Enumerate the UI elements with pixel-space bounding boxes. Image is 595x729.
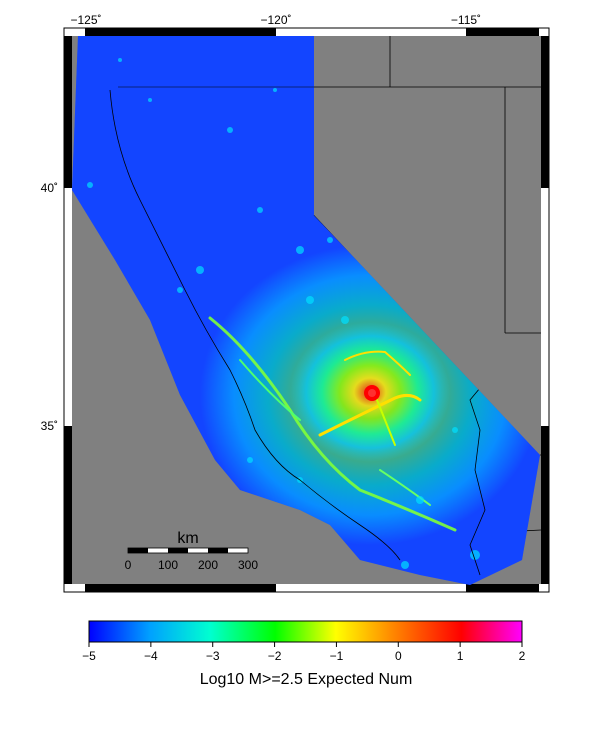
colorbar-tick-label: 0 bbox=[395, 649, 402, 663]
colorbar-tick-label: 2 bbox=[519, 649, 526, 663]
scale-bar-unit: km bbox=[177, 530, 198, 547]
scale-tick-label: 100 bbox=[158, 558, 178, 572]
fault-traces bbox=[208, 316, 457, 532]
lat-tick-label: 40˚ bbox=[41, 181, 58, 195]
lon-tick-label: −125˚ bbox=[70, 13, 101, 27]
lon-tick-label: −120˚ bbox=[260, 13, 291, 27]
scale-tick-label: 200 bbox=[198, 558, 218, 572]
colorbar-tick-label: 1 bbox=[457, 649, 464, 663]
lat-tick-labels: 40˚ 35˚ bbox=[41, 181, 58, 433]
colorbar-tick-label: −3 bbox=[206, 649, 220, 663]
ca-nv-border bbox=[313, 214, 486, 576]
scale-tick-label: 0 bbox=[125, 558, 132, 572]
colorbar: −5 −4 −3 −2 −1 0 1 2 Log10 M>=2.5 Expected Num bbox=[82, 620, 526, 688]
lon-tick-labels: −125˚ −120˚ −115˚ bbox=[70, 13, 481, 27]
colorbar-ticks: −5 −4 −3 −2 −1 0 1 2 bbox=[82, 642, 526, 663]
colorbar-tick-label: −4 bbox=[144, 649, 158, 663]
colorbar-label: Log10 M>=2.5 Expected Num bbox=[200, 671, 413, 688]
colorbar-gradient bbox=[88, 620, 523, 643]
seismicity-blobs bbox=[87, 58, 480, 569]
scale-bar: km 0 100 200 300 bbox=[125, 530, 259, 572]
scale-tick-label: 300 bbox=[238, 558, 258, 572]
colorbar-tick-label: −5 bbox=[82, 649, 96, 663]
colorbar-tick-label: −2 bbox=[268, 649, 282, 663]
coastline bbox=[109, 89, 401, 561]
colorbar-tick-label: −1 bbox=[330, 649, 344, 663]
lat-tick-label: 35˚ bbox=[41, 419, 58, 433]
lon-tick-label: −115˚ bbox=[451, 13, 481, 27]
